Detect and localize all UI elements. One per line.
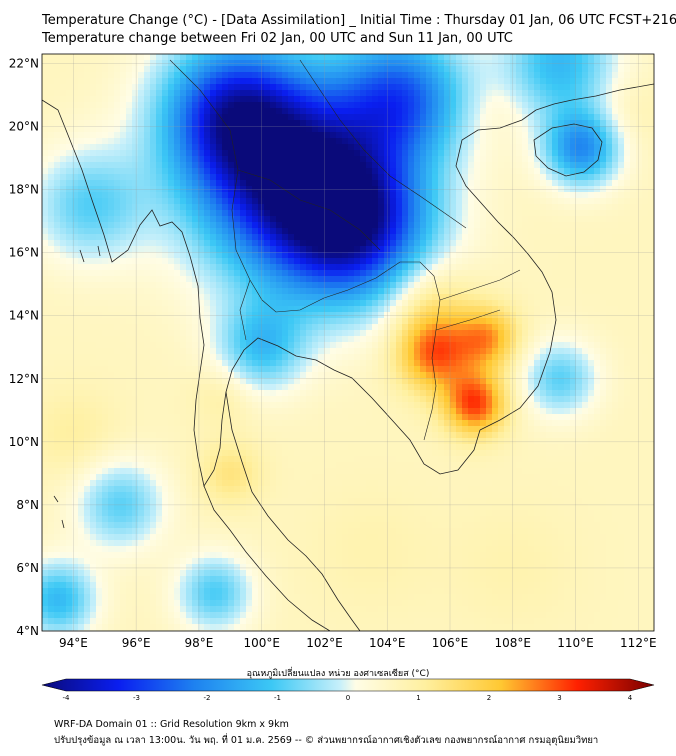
colorbar-tick-label: -3 <box>133 694 140 702</box>
vietnam-coastline <box>455 109 557 431</box>
colorbar-tick-label: -2 <box>204 694 211 702</box>
latitude-ticks: 4°N 6°N 8°N 10°N 12°N 14°N 16°N 18°N 20°N 22°N <box>9 56 39 638</box>
colorbar-tick-label: 3 <box>557 694 561 702</box>
lat-tick-label: 18°N <box>9 183 39 197</box>
lon-tick-label: 110°E <box>557 636 594 650</box>
lat-tick-label: 14°N <box>9 309 39 323</box>
lat-tick-label: 16°N <box>9 246 39 260</box>
peninsula-west-coast <box>203 485 331 631</box>
peninsula-east-coast <box>225 391 361 631</box>
country-borders <box>169 59 521 441</box>
lat-tick-label: 12°N <box>9 372 39 386</box>
colorbar-tick-label: 4 <box>628 694 633 702</box>
map-gridlines <box>42 54 654 631</box>
lon-tick-label: 100°E <box>243 636 280 650</box>
credit-footer: ปรับปรุงข้อมูล ณ เวลา 13:00น. วัน พฤ. ที… <box>54 735 599 746</box>
lat-tick-label: 6°N <box>16 561 39 575</box>
lon-tick-label: 112°E <box>620 636 657 650</box>
lat-tick-label: 10°N <box>9 435 39 449</box>
china-coastline <box>535 83 654 111</box>
colorbar-tick-label: -4 <box>63 694 71 702</box>
colorbar-tick-label: 2 <box>487 694 491 702</box>
lat-tick-label: 22°N <box>9 56 39 70</box>
gulf-of-thailand-coast <box>221 337 481 475</box>
colorbar-tick-label: 1 <box>416 694 420 702</box>
longitude-ticks: 94°E 96°E 98°E 100°E 102°E 104°E 106°E 108°E 110… <box>59 636 657 650</box>
lat-tick-label: 8°N <box>16 498 39 512</box>
lat-tick-label: 20°N <box>9 120 39 134</box>
lon-tick-label: 94°E <box>59 636 88 650</box>
map-subtitle: Temperature change between Fri 02 Jan, 0… <box>42 31 513 46</box>
lon-tick-label: 106°E <box>432 636 469 650</box>
temperature-field <box>42 54 654 631</box>
myanmar-coastline <box>42 99 223 488</box>
lat-tick-label: 4°N <box>16 624 39 638</box>
lon-tick-label: 98°E <box>184 636 213 650</box>
lon-tick-label: 104°E <box>369 636 406 650</box>
lon-tick-label: 108°E <box>495 636 532 650</box>
colorbar-label: อุณหภูมิเปลี่ยนแปลง หน่วย องศาเซลเซียส (… <box>246 669 430 679</box>
colorbar-tick-label: -1 <box>274 694 281 702</box>
model-info-footer: WRF-DA Domain 01 :: Grid Resolution 9km … <box>54 719 289 730</box>
andaman-islands <box>53 245 101 529</box>
hainan-island <box>533 123 603 177</box>
colorbar-tick-label: 0 <box>346 694 350 702</box>
coastline-borders <box>42 59 654 631</box>
colorbar: -4 -3 -2 -1 0 1 2 3 4 <box>41 678 655 702</box>
map-frame <box>41 53 655 632</box>
map-title: Temperature Change (°C) - [Data Assimila… <box>42 13 676 28</box>
lon-tick-label: 102°E <box>306 636 343 650</box>
lon-tick-label: 96°E <box>122 636 151 650</box>
colorbar-gradient <box>41 678 655 692</box>
